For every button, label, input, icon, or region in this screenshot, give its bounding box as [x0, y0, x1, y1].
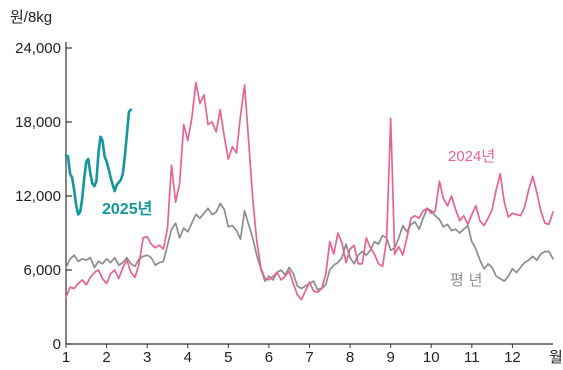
y-unit-label: 원/8kg — [10, 9, 52, 26]
y-tick-label: 18,000 — [15, 114, 61, 131]
x-tick-label: 12 — [504, 349, 521, 366]
y-tick-label: 24,000 — [15, 40, 61, 57]
x-tick-label: 5 — [224, 349, 232, 366]
x-tick-label: 9 — [386, 349, 394, 366]
x-tick-label: 11 — [464, 349, 480, 366]
series-line-2024 — [65, 81, 554, 301]
y-tick-label: 12,000 — [15, 188, 61, 205]
y-tick-label: 0 — [53, 336, 61, 353]
x-tick-label: 8 — [346, 349, 354, 366]
x-tick-label: 1 — [62, 349, 70, 366]
x-tick-label: 7 — [305, 349, 313, 366]
x-tick-label: 2 — [102, 349, 110, 366]
x-tick-label: 10 — [423, 349, 440, 366]
x-unit-label: 월 — [549, 349, 563, 366]
series-line-2025 — [64, 108, 133, 216]
x-tick-label: 4 — [184, 349, 192, 366]
series-layer — [64, 81, 554, 301]
x-tick-label: 6 — [265, 349, 273, 366]
y-tick-label: 6,000 — [23, 262, 61, 279]
series-label-average: 평 년 — [450, 271, 482, 289]
x-tick-label: 3 — [143, 349, 151, 366]
labels-layer: 원/8kg 월 2025년 2024년 평 년 — [10, 9, 563, 366]
series-label-2025: 2025년 — [102, 199, 152, 218]
series-label-2024: 2024년 — [448, 148, 495, 165]
